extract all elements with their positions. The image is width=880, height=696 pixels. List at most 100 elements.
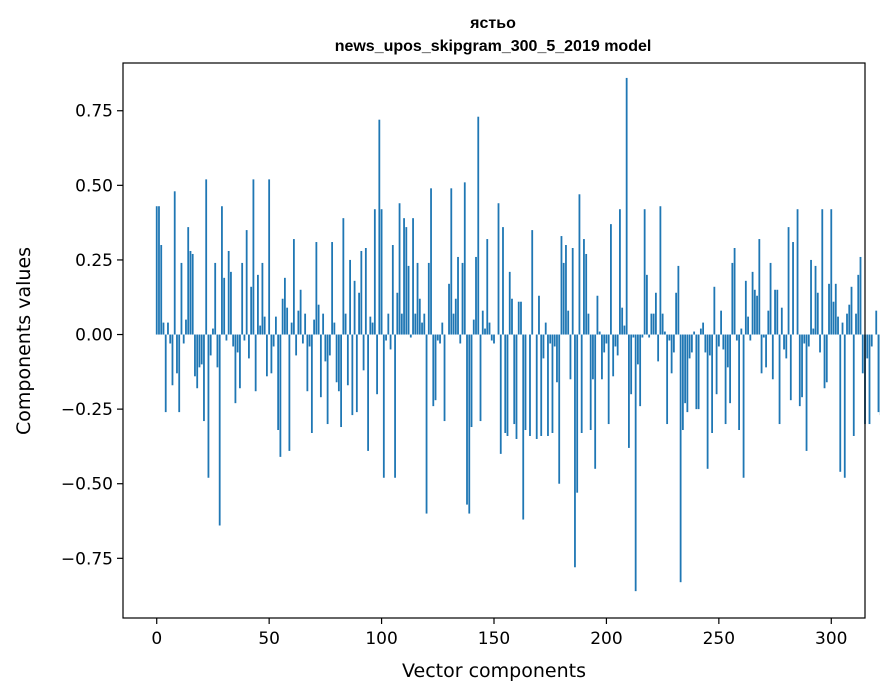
bar-312: [857, 274, 860, 335]
bar-321: [877, 334, 880, 413]
bar-308: [848, 304, 851, 335]
bar-264: [749, 334, 752, 341]
bar-311: [855, 313, 857, 335]
bar-71: [315, 242, 318, 335]
bar-268: [758, 239, 761, 335]
bar-100: [380, 209, 383, 335]
bar-177: [553, 334, 556, 347]
bar-11: [180, 262, 183, 335]
bar-43: [252, 179, 255, 335]
bar-122: [430, 188, 432, 335]
bar-259: [738, 334, 740, 431]
bar-316: [866, 334, 869, 359]
y-tick-label: −0.75: [61, 549, 113, 569]
bar-57: [283, 277, 286, 335]
bar-188: [578, 194, 581, 335]
bar-282: [789, 334, 792, 401]
bar-34: [232, 334, 235, 347]
bar-51: [270, 334, 273, 374]
bar-183: [567, 310, 570, 335]
y-tick-label: 0.50: [75, 176, 113, 196]
bar-232: [677, 265, 680, 335]
bar-60: [290, 322, 293, 335]
bar-25: [212, 328, 214, 335]
bar-118: [421, 322, 423, 335]
bar-153: [499, 334, 502, 454]
bar-201: [607, 334, 610, 425]
bar-199: [603, 334, 606, 353]
bar-14: [187, 227, 190, 335]
bar-211: [630, 334, 633, 395]
bar-320: [875, 310, 878, 335]
bar-40: [245, 230, 248, 335]
bar-102: [385, 334, 387, 341]
bar-67: [306, 334, 309, 392]
bar-33: [230, 271, 232, 335]
bar-260: [740, 328, 743, 335]
bar-112: [407, 265, 410, 335]
bar-62: [295, 334, 298, 356]
bar-50: [268, 179, 271, 335]
bar-82: [340, 334, 342, 428]
bar-108: [398, 203, 401, 335]
bar-127: [441, 322, 444, 335]
bar-175: [549, 334, 552, 344]
bar-210: [628, 334, 630, 448]
bar-79: [333, 322, 336, 335]
bar-244: [704, 334, 707, 353]
bar-209: [625, 77, 628, 335]
bar-202: [610, 224, 612, 335]
bar-2: [160, 245, 163, 335]
bar-241: [697, 334, 700, 410]
bar-221: [652, 313, 655, 335]
bar-84: [344, 313, 347, 335]
bar-216: [641, 334, 644, 338]
bar-224: [659, 206, 662, 335]
bar-254: [726, 334, 729, 368]
bar-61: [292, 239, 295, 335]
bar-8: [173, 191, 176, 335]
bar-313: [859, 256, 862, 335]
bar-266: [753, 289, 756, 335]
bar-125: [436, 334, 439, 341]
x-tick-label: 50: [258, 629, 280, 649]
bar-299: [828, 283, 830, 335]
bar-261: [742, 334, 745, 478]
bar-133: [454, 298, 457, 335]
bar-142: [475, 256, 477, 335]
bar-292: [812, 328, 815, 335]
bar-73: [319, 334, 322, 398]
bar-22: [205, 179, 208, 335]
bar-130: [448, 283, 450, 335]
bar-45: [257, 274, 259, 335]
bar-6: [169, 334, 172, 344]
bar-303: [837, 316, 839, 335]
bar-159: [513, 334, 516, 425]
bar-80: [335, 334, 338, 383]
bar-152: [497, 203, 500, 335]
bar-258: [735, 334, 738, 341]
bar-90: [358, 292, 360, 335]
bar-10: [178, 334, 181, 413]
bar-101: [382, 334, 385, 478]
bar-184: [569, 334, 572, 380]
bar-120: [425, 334, 428, 514]
bar-32: [227, 250, 230, 335]
bar-196: [596, 295, 599, 335]
bar-277: [778, 334, 781, 425]
x-tick-label: 250: [703, 629, 735, 649]
bar-63: [297, 310, 300, 335]
bar-141: [472, 319, 475, 335]
bar-276: [776, 289, 779, 335]
bar-214: [637, 334, 639, 365]
bar-274: [771, 334, 774, 380]
bar-265: [751, 271, 754, 335]
bar-255: [729, 334, 731, 404]
bar-297: [823, 334, 826, 389]
bar-124: [434, 334, 437, 401]
bar-204: [614, 334, 617, 347]
bar-103: [387, 313, 390, 335]
bar-144: [479, 334, 482, 422]
bar-110: [403, 218, 405, 335]
